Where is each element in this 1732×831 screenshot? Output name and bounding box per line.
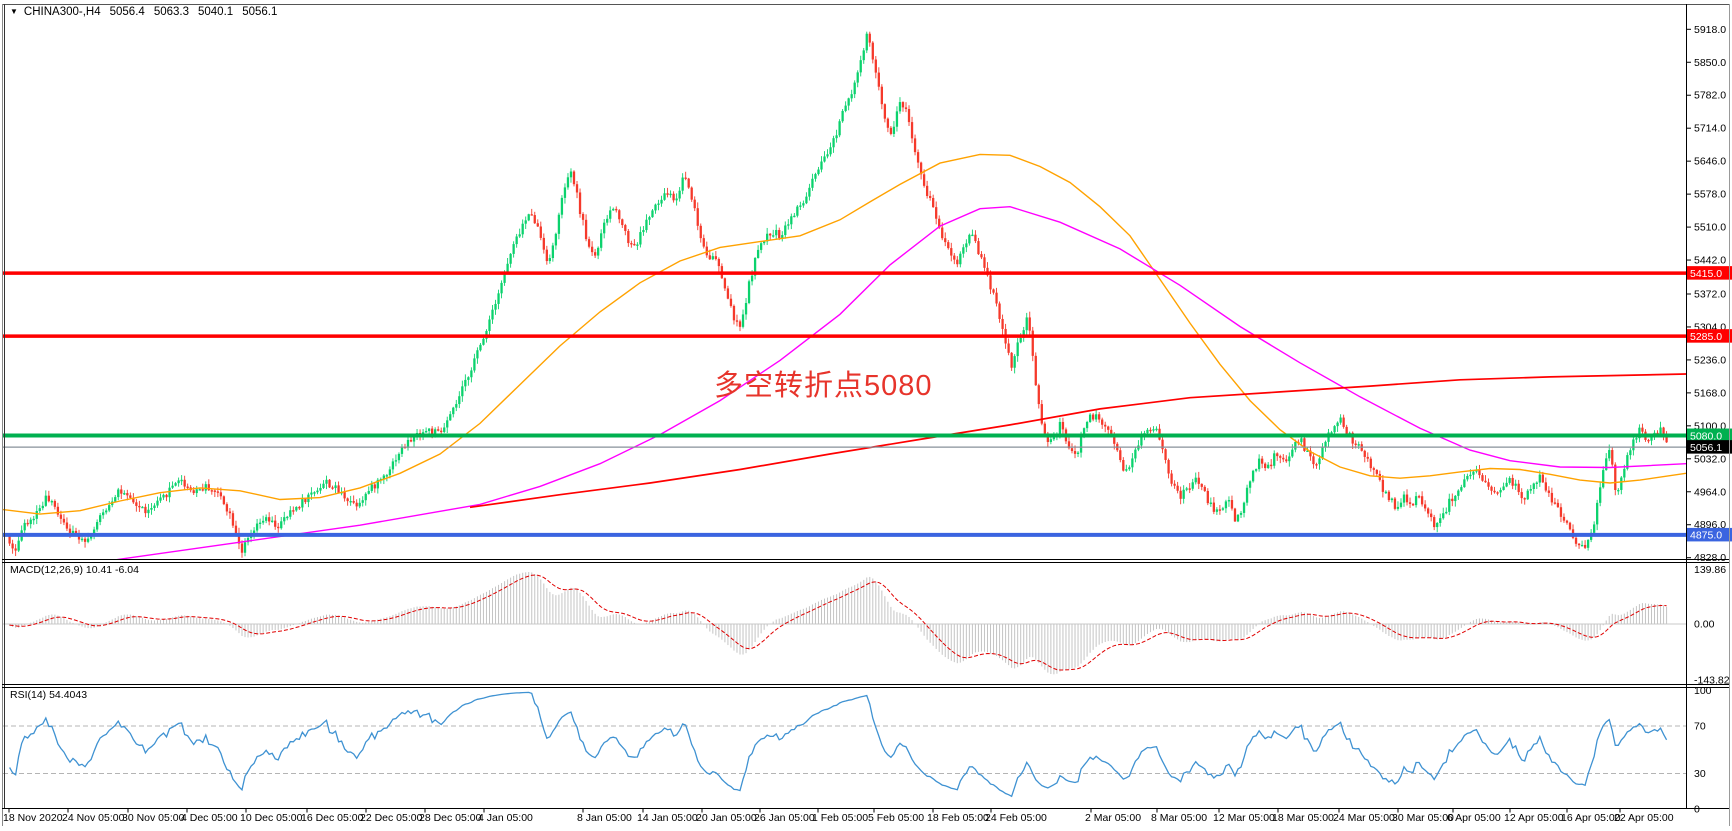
ohlc-high: 5063.3 — [153, 6, 189, 18]
price-levels — [3, 271, 1686, 537]
price-badge-5080.0 — [1687, 428, 1732, 443]
price-tick-label: 5372.0 — [1694, 288, 1726, 300]
rsi-axis-label: 0 — [1694, 804, 1700, 816]
date-tick-label: 12 Apr 05:00 — [1504, 812, 1564, 824]
rsi-axis: 100 70 30 0 — [1694, 685, 1712, 816]
panel-borders — [2, 4, 1730, 826]
ma-fast-orange-line — [3, 153, 1686, 515]
price-tick-label: 5442.0 — [1694, 255, 1726, 267]
svg-text:4875.0: 4875.0 — [1690, 530, 1722, 542]
date-tick-label: 4 Jan 05:00 — [478, 812, 533, 824]
date-tick-label: 22 Dec 05:00 — [360, 812, 423, 824]
symbol-period-label: CHINA300-,H4 — [23, 6, 101, 18]
date-tick-label: 30 Mar 05:00 — [1392, 812, 1454, 824]
date-tick-label: 8 Jan 05:00 — [577, 812, 632, 824]
macd-axis-label: -143.82 — [1694, 675, 1730, 687]
rsi-axis-label: 70 — [1694, 721, 1706, 733]
macd-histogram — [3, 572, 1686, 675]
ohlc-open: 5056.4 — [109, 6, 145, 18]
price-badge-5415.0 — [1687, 266, 1732, 280]
rsi-indicator-label: RSI(14) 54.4043 — [10, 689, 88, 701]
rsi-axis-label: 100 — [1694, 685, 1712, 697]
price-tick-label: 5850.0 — [1694, 57, 1726, 69]
date-tick-label: 18 Nov 2020 — [3, 812, 63, 824]
trend-annotation-text: 多空转折点5080 — [714, 370, 933, 402]
price-tick-label: 5032.0 — [1694, 453, 1726, 465]
date-tick-label: 22 Apr 05:00 — [1614, 812, 1674, 824]
date-tick-label: 10 Dec 05:00 — [240, 812, 303, 824]
date-tick-label: 2 Mar 05:00 — [1085, 812, 1141, 824]
candlestick-plot[interactable] — [8, 31, 1668, 558]
symbol-info-bar: ▼ CHINA300-,H4 5056.4 5063.3 5040.1 5056… — [10, 6, 277, 18]
rsi-axis-label: 30 — [1694, 768, 1706, 780]
date-tick-label: 6 Apr 05:00 — [1447, 812, 1501, 824]
svg-text:5415.0: 5415.0 — [1690, 268, 1722, 280]
date-tick-label: 24 Mar 05:00 — [1333, 812, 1395, 824]
date-tick-label: 24 Feb 05:00 — [985, 812, 1047, 824]
price-tick-label: 4828.0 — [1694, 552, 1726, 564]
svg-text:5056.1: 5056.1 — [1690, 442, 1722, 454]
date-tick-label: 16 Dec 05:00 — [301, 812, 364, 824]
price-tick-label: 5236.0 — [1694, 354, 1726, 366]
ma-slow-red-line — [469, 373, 1686, 509]
svg-text:5080.0: 5080.0 — [1690, 430, 1722, 442]
date-tick-label: 5 Feb 05:00 — [868, 812, 924, 824]
date-tick-label: 20 Jan 05:00 — [696, 812, 757, 824]
rsi-line — [9, 691, 1668, 798]
macd-axis-label: 0.00 — [1694, 619, 1715, 631]
price-tick-label: 4964.0 — [1694, 486, 1726, 498]
price-tick-label: 5510.0 — [1694, 222, 1726, 234]
date-tick-label: 12 Mar 05:00 — [1213, 812, 1275, 824]
date-tick-label: 16 Apr 05:00 — [1561, 812, 1621, 824]
ma-medium-magenta-line — [116, 205, 1686, 559]
date-tick-label: 18 Mar 05:00 — [1272, 812, 1334, 824]
date-tick-label: 4 Dec 05:00 — [181, 812, 238, 824]
date-tick-label: 8 Mar 05:00 — [1151, 812, 1207, 824]
price-badge-4875.0 — [1687, 527, 1732, 542]
price-axis: 5918.0 5850.0 5782.0 5714.0 5646.0 5578.0 5510… — [1686, 24, 1732, 564]
price-tick-label: 5918.0 — [1694, 24, 1726, 36]
ohlc-low: 5040.1 — [198, 6, 234, 18]
rsi-plot — [3, 691, 1686, 798]
date-tick-label: 26 Jan 05:00 — [754, 812, 815, 824]
macd-axis-label: 139.86 — [1694, 564, 1726, 576]
date-tick-label: 24 Nov 05:00 — [62, 812, 125, 824]
price-badge-5056.1 — [1687, 440, 1732, 454]
price-badge-5285.0 — [1687, 329, 1732, 343]
ohlc-close: 5056.1 — [242, 6, 278, 18]
date-tick-label: 18 Feb 05:00 — [927, 812, 989, 824]
macd-axis: 139.86 0.00 -143.82 — [1694, 564, 1730, 687]
date-tick-label: 28 Dec 05:00 — [419, 812, 482, 824]
price-tick-label: 5646.0 — [1694, 156, 1726, 168]
moving-averages — [3, 153, 1686, 559]
macd-indicator-label: MACD(12,26,9) 10.41 -6.04 — [10, 564, 139, 576]
date-tick-label: 14 Jan 05:00 — [637, 812, 698, 824]
svg-text:5285.0: 5285.0 — [1690, 331, 1722, 343]
macd-signal-line — [9, 574, 1667, 671]
price-tick-label: 5168.0 — [1694, 387, 1726, 399]
collapse-arrow-icon[interactable]: ▼ — [10, 6, 18, 16]
date-tick-label: 30 Nov 05:00 — [122, 812, 185, 824]
price-tick-label: 5782.0 — [1694, 90, 1726, 102]
price-tick-label: 5714.0 — [1694, 123, 1726, 135]
date-tick-label: 1 Feb 05:00 — [812, 812, 868, 824]
price-tick-label: 5578.0 — [1694, 189, 1726, 201]
